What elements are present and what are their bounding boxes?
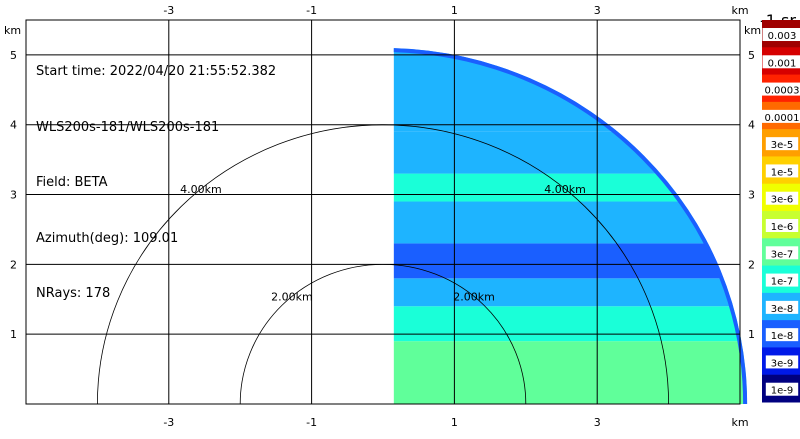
colorbar-label-9: 1e-7 <box>771 277 794 288</box>
x-tick-label-bottom-0: -3 <box>163 416 174 429</box>
colorbar-label-12: 3e-9 <box>771 358 794 369</box>
range-ring-label-left-0: 2.00km <box>271 290 313 303</box>
colorbar-label-11: 1e-8 <box>771 331 794 342</box>
instrument-label: WLS200s-181/WLS200s-181 <box>36 119 276 138</box>
y-tick-label-right-2: 3 <box>748 189 755 202</box>
y-tick-label-right-3: 4 <box>748 119 755 132</box>
colorbar-label-6: 3e-6 <box>771 195 794 206</box>
x-tick-label-bottom-3: 3 <box>594 416 601 429</box>
colorbar-label-0: 0.003 <box>768 31 797 42</box>
sector-layer-6 <box>394 132 747 174</box>
range-ring-label-right-0: 2.00km <box>453 290 495 303</box>
sector-layer-3 <box>394 243 747 278</box>
y-tick-label-left-2: 3 <box>10 189 17 202</box>
sector-layer-2 <box>394 278 747 306</box>
y-unit-label-right: km <box>744 24 761 37</box>
y-tick-label-left-3: 4 <box>10 119 17 132</box>
field-label: Field: BETA <box>36 174 276 193</box>
y-tick-label-left-0: 1 <box>10 328 17 341</box>
sector-layer-1 <box>394 306 747 341</box>
x-tick-label-bottom-1: -1 <box>306 416 317 429</box>
x-tick-label-top-2: 1 <box>451 4 458 17</box>
info-box: Start time: 2022/04/20 21:55:52.382 WLS2… <box>36 26 276 341</box>
x-tick-label-bottom-2: 1 <box>451 416 458 429</box>
range-ring-label-right-1: 4.00km <box>544 183 586 196</box>
colorbar-label-1: 0.001 <box>768 58 797 69</box>
sector-group <box>394 48 747 404</box>
colorbar-label-13: 1e-9 <box>771 386 794 397</box>
nrays-label: NRays: 178 <box>36 285 276 304</box>
colorbar-label-2: 0.0003 <box>765 86 800 97</box>
colorbar-label-8: 3e-7 <box>771 249 794 260</box>
y-tick-label-right-4: 5 <box>748 49 755 62</box>
y-tick-label-right-1: 2 <box>748 258 755 271</box>
colorbar-label-4: 3e-5 <box>771 140 794 151</box>
x-tick-label-top-3: 3 <box>594 4 601 17</box>
x-unit-label-top: km <box>731 4 748 17</box>
colorbar-label-3: 0.0001 <box>765 113 800 124</box>
x-unit-label-bottom: km <box>731 416 748 429</box>
colorbar-label-7: 1e-6 <box>771 222 794 233</box>
colorbar-label-5: 1e-5 <box>771 167 794 178</box>
x-tick-label-top-0: -3 <box>163 4 174 17</box>
y-tick-label-left-1: 2 <box>10 258 17 271</box>
start-time-label: Start time: 2022/04/20 21:55:52.382 <box>36 63 276 82</box>
azimuth-label: Azimuth(deg): 109.01 <box>36 230 276 249</box>
sector-layer-7 <box>394 48 747 132</box>
y-tick-label-right-0: 1 <box>748 328 755 341</box>
x-tick-label-top-1: -1 <box>306 4 317 17</box>
y-unit-label-left: km <box>4 24 21 37</box>
colorbar-label-10: 3e-8 <box>771 304 794 315</box>
y-tick-label-left-4: 5 <box>10 49 17 62</box>
sector-layer-0 <box>394 341 747 404</box>
